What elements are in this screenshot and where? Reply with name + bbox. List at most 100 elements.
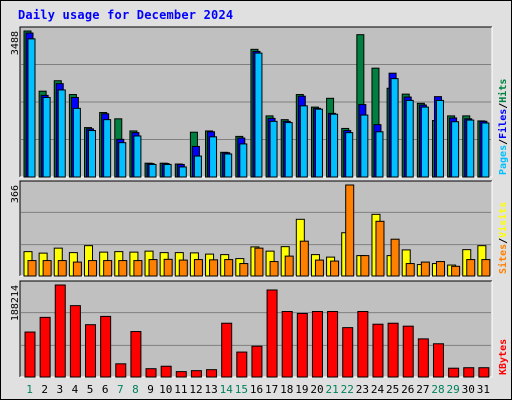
bar-sites-day-26	[405, 263, 415, 277]
bar-sites-day-3	[57, 260, 67, 277]
bar-kbytes-day-10	[160, 365, 172, 378]
bar-sites-day-16	[254, 247, 264, 277]
bar-sites-day-17	[269, 261, 279, 277]
x-tick-label: 27	[416, 383, 429, 396]
x-tick-label: 2	[41, 383, 48, 396]
bar-pages-day-2	[42, 96, 51, 178]
bar-pages-day-11	[178, 166, 187, 178]
bar-sites-day-18	[284, 255, 294, 277]
bar-kbytes-day-30	[463, 367, 475, 378]
bar-pages-day-8	[133, 135, 142, 178]
legend-label-kbytes: KBytes	[498, 339, 509, 375]
x-tick-label: 9	[147, 383, 154, 396]
x-tick-label: 5	[87, 383, 94, 396]
bar-pages-day-24	[375, 131, 384, 178]
bar-kbytes-day-4	[69, 305, 81, 378]
legend-label-visits: Visits	[497, 202, 509, 238]
bar-kbytes-day-22	[342, 327, 354, 378]
bar-pages-day-19	[299, 105, 308, 178]
legend-label-files: Files	[497, 109, 509, 139]
bar-pages-day-9	[148, 163, 157, 178]
bar-kbytes-day-14	[221, 322, 233, 378]
bar-sites-day-11	[178, 259, 188, 277]
x-tick-label: 29	[447, 383, 460, 396]
bar-sites-day-14	[224, 259, 234, 277]
legend-visits-sites: Sites/Visits	[497, 202, 509, 274]
bar-sites-day-12	[193, 259, 203, 277]
x-tick-label: 10	[159, 383, 172, 396]
bar-pages-day-28	[435, 99, 444, 178]
bar-pages-day-23	[360, 114, 369, 178]
bar-pages-day-27	[420, 106, 429, 178]
bar-pages-day-16	[254, 52, 263, 178]
legend-label-sites: Sites	[497, 244, 509, 274]
bar-kbytes-day-9	[145, 368, 157, 378]
panel-kbytes-shadow-edge	[19, 280, 492, 377]
bar-sites-day-27	[420, 261, 430, 277]
x-tick-label: 1	[26, 383, 33, 396]
bar-pages-day-5	[88, 130, 97, 178]
x-tick-label: 28	[431, 383, 444, 396]
x-tick-label: 22	[341, 383, 354, 396]
bar-sites-day-19	[299, 240, 309, 277]
bar-kbytes-day-28	[432, 343, 444, 378]
bar-sites-day-8	[133, 260, 143, 277]
x-tick-label: 30	[462, 383, 475, 396]
x-tick-label: 25	[386, 383, 399, 396]
bar-pages-day-14	[224, 153, 233, 178]
x-tick-label: 26	[401, 383, 414, 396]
legend-label-hits: Hits	[497, 79, 509, 103]
x-tick-label: 14	[220, 383, 234, 396]
bar-kbytes-day-26	[402, 325, 414, 378]
bar-pages-day-25	[390, 78, 399, 178]
max-label-kbytes: 188214	[10, 285, 21, 321]
bar-pages-day-21	[330, 113, 339, 178]
bar-kbytes-day-11	[175, 371, 187, 378]
x-tick-label: 15	[235, 383, 248, 396]
legend-kbytes: KBytes	[498, 339, 509, 375]
bar-kbytes-day-29	[448, 367, 460, 378]
x-tick-label: 4	[72, 383, 79, 396]
bar-sites-day-15	[239, 263, 249, 277]
bar-sites-day-23	[360, 255, 370, 277]
bar-pages-day-26	[405, 99, 414, 178]
chart-title: Daily usage for December 2024	[18, 8, 234, 22]
x-tick-label: 31	[477, 383, 490, 396]
x-tick-label: 7	[117, 383, 124, 396]
x-tick-label: 18	[280, 383, 293, 396]
x-tick-label: 23	[356, 383, 369, 396]
bar-kbytes-day-18	[281, 311, 293, 378]
bar-sites-day-7	[118, 260, 128, 277]
bar-sites-day-24	[375, 220, 385, 277]
panel-hits-files-pages-shadow-edge	[19, 26, 492, 177]
bar-kbytes-day-3	[54, 284, 66, 378]
bar-sites-day-4	[72, 261, 82, 277]
bar-pages-day-20	[314, 108, 323, 178]
bar-sites-day-28	[435, 261, 445, 277]
bar-sites-day-5	[88, 260, 98, 277]
bar-pages-day-22	[345, 132, 354, 178]
bar-pages-day-12	[193, 155, 202, 178]
bar-kbytes-day-2	[39, 316, 51, 378]
x-tick-label: 6	[102, 383, 109, 396]
bar-kbytes-day-6	[100, 315, 112, 378]
legend-label-pages: Pages	[498, 145, 509, 175]
x-tick-label: 24	[371, 383, 385, 396]
x-tick-label: 16	[250, 383, 263, 396]
bar-pages-day-1	[27, 38, 36, 178]
x-tick-label: 8	[132, 383, 139, 396]
bar-pages-day-7	[118, 142, 127, 178]
x-tick-label: 13	[204, 383, 217, 396]
bar-pages-day-13	[209, 136, 218, 178]
bar-kbytes-day-1	[24, 331, 36, 378]
bar-sites-day-21	[330, 260, 340, 277]
bar-sites-day-25	[390, 238, 400, 277]
bar-kbytes-day-19	[296, 312, 308, 378]
bar-sites-day-20	[314, 259, 324, 277]
bar-sites-day-30	[466, 259, 476, 277]
bar-sites-day-9	[148, 259, 158, 277]
bar-pages-day-10	[163, 163, 172, 178]
bar-pages-day-31	[481, 122, 490, 178]
x-tick-label: 19	[295, 383, 308, 396]
